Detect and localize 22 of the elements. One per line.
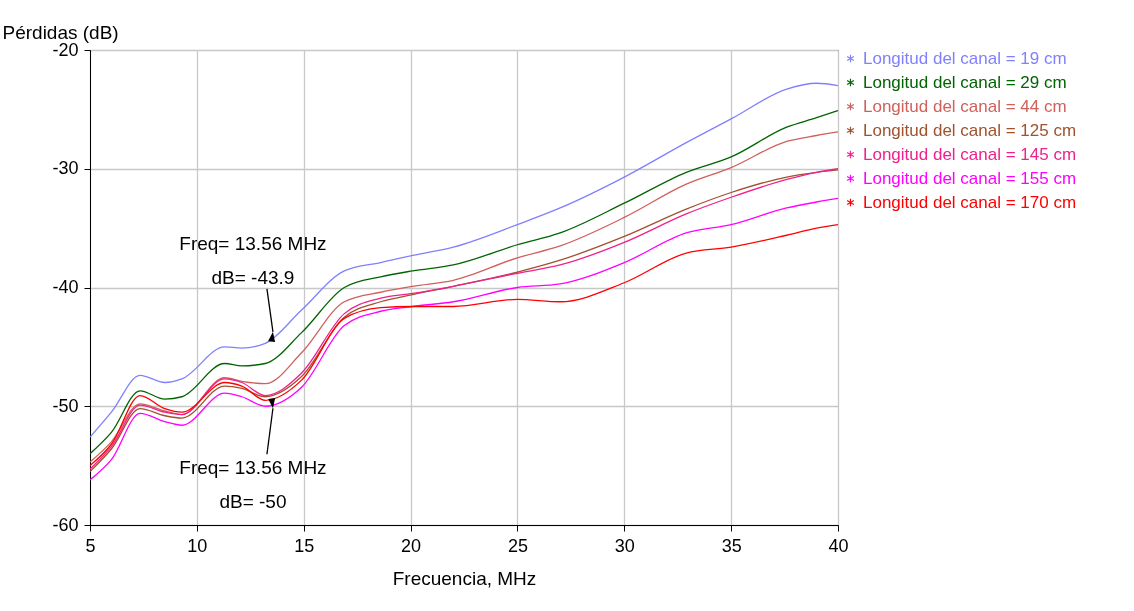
legend-label: Longitud del canal = 44 cm — [863, 96, 1067, 116]
x-tick-label: 5 — [85, 535, 96, 556]
x-tick-label: 20 — [401, 535, 422, 556]
x-tick-label: 15 — [294, 535, 315, 556]
x-tick-label: 25 — [507, 535, 528, 556]
x-tick-label: 40 — [828, 535, 849, 556]
x-axis-title: Frecuencia, MHz — [392, 567, 537, 589]
y-tick-label: -30 — [52, 158, 79, 179]
annotation: Freq= 13.56 MHz dB= -50 — [179, 457, 327, 513]
x-tick-label: 30 — [614, 535, 635, 556]
x-tick-label: 10 — [187, 535, 208, 556]
y-tick-label: -60 — [52, 514, 79, 535]
y-tick-label: -40 — [52, 277, 79, 297]
legend-label: Longitud del canal = 170 cm — [863, 192, 1077, 212]
x-tick-label: 35 — [721, 535, 742, 556]
legend-label: Longitud del canal = 155 cm — [863, 168, 1077, 188]
y-tick-label: -50 — [52, 395, 79, 416]
legend-label: Longitud del canal = 19 cm — [863, 48, 1067, 68]
legend-label: Longitud del canal = 145 cm — [863, 144, 1077, 164]
legend-label: Longitud del canal = 125 cm — [863, 120, 1077, 140]
annotation: Freq= 13.56 MHz dB= -43.9 — [179, 232, 327, 288]
legend-label: Longitud del canal = 29 cm — [863, 72, 1067, 92]
